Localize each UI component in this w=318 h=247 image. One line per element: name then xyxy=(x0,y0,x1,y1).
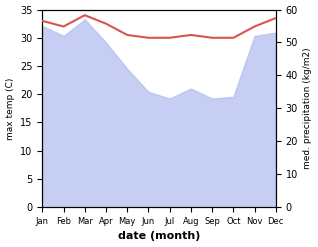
Y-axis label: med. precipitation (kg/m2): med. precipitation (kg/m2) xyxy=(303,48,313,169)
X-axis label: date (month): date (month) xyxy=(118,231,200,242)
Y-axis label: max temp (C): max temp (C) xyxy=(5,77,15,140)
